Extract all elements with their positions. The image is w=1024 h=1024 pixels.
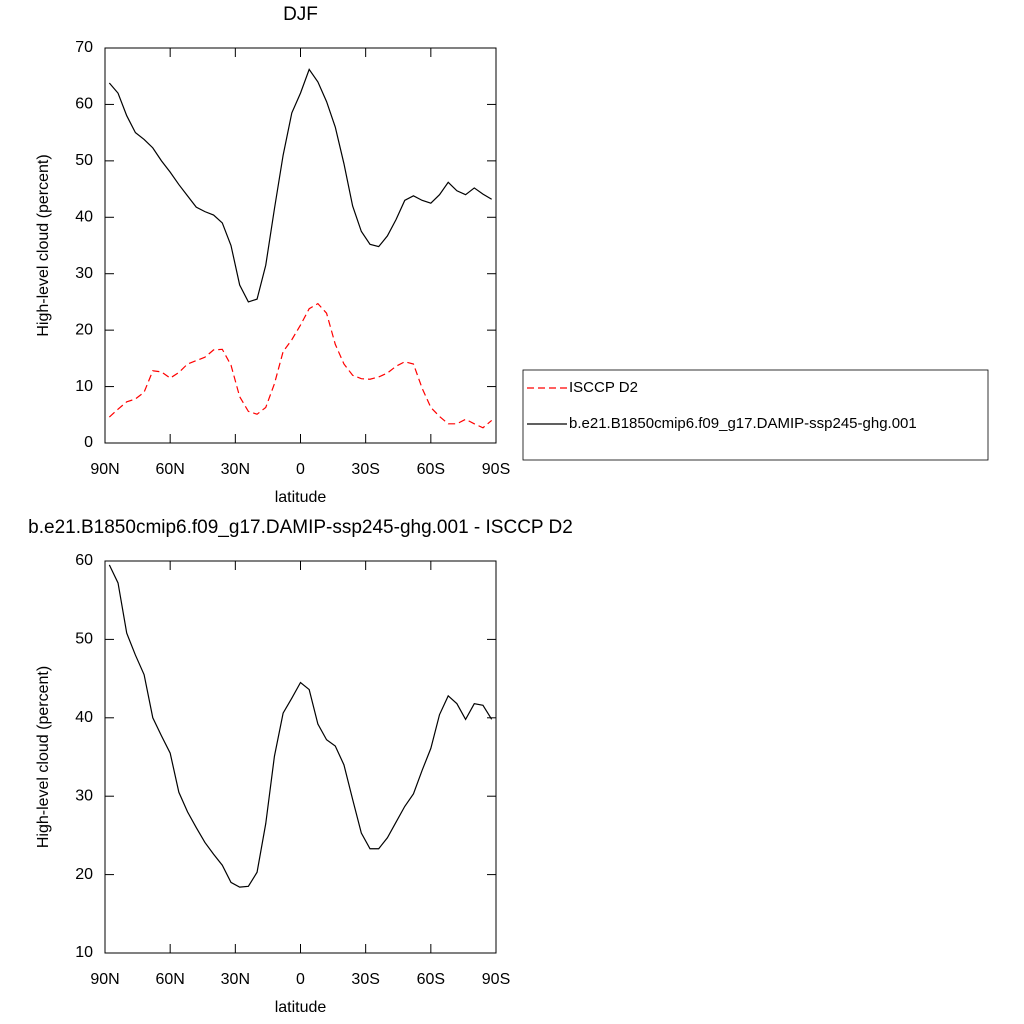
y-tick-label: 40 bbox=[75, 709, 93, 726]
data-line bbox=[108, 564, 493, 888]
y-tick-label: 60 bbox=[75, 552, 93, 569]
legend-box bbox=[522, 369, 989, 461]
x-tick-label: 60N bbox=[155, 971, 184, 988]
x-axis-label: latitude bbox=[275, 489, 327, 506]
plot-frame bbox=[104, 560, 497, 954]
x-tick-label: 30N bbox=[221, 461, 250, 478]
plot-frame bbox=[104, 47, 497, 444]
x-tick-label: 90N bbox=[90, 971, 119, 988]
legend-label: ISCCP D2 bbox=[569, 379, 638, 396]
y-tick-label: 30 bbox=[75, 787, 93, 804]
legend-label: b.e21.B1850cmip6.f09_g17.DAMIP-ssp245-gh… bbox=[569, 415, 917, 432]
y-tick-label: 50 bbox=[75, 152, 93, 169]
x-tick-label: 30S bbox=[351, 461, 379, 478]
y-tick-label: 0 bbox=[84, 434, 93, 451]
y-tick-label: 50 bbox=[75, 631, 93, 648]
y-tick-label: 20 bbox=[75, 321, 93, 338]
y-tick-label: 10 bbox=[75, 378, 93, 395]
y-tick-label: 10 bbox=[75, 944, 93, 961]
x-tick-label: 90N bbox=[90, 461, 119, 478]
x-tick-label: 0 bbox=[296, 971, 305, 988]
y-tick-label: 70 bbox=[75, 39, 93, 56]
x-tick-label: 60S bbox=[417, 461, 445, 478]
y-tick-label: 40 bbox=[75, 209, 93, 226]
x-tick-label: 60N bbox=[155, 461, 184, 478]
chart-title: DJF bbox=[283, 4, 318, 25]
y-tick-label: 30 bbox=[75, 265, 93, 282]
data-line bbox=[108, 68, 492, 303]
data-line bbox=[108, 302, 493, 429]
x-tick-label: 60S bbox=[417, 971, 445, 988]
x-tick-label: 0 bbox=[296, 461, 305, 478]
y-tick-label: 20 bbox=[75, 866, 93, 883]
chart-title: b.e21.B1850cmip6.f09_g17.DAMIP-ssp245-gh… bbox=[28, 517, 573, 538]
x-axis-label: latitude bbox=[275, 999, 327, 1016]
x-tick-label: 30N bbox=[221, 971, 250, 988]
x-tick-label: 90S bbox=[482, 461, 510, 478]
x-tick-label: 90S bbox=[482, 971, 510, 988]
x-tick-label: 30S bbox=[351, 971, 379, 988]
y-tick-label: 60 bbox=[75, 96, 93, 113]
y-axis-label: High-level cloud (percent) bbox=[35, 154, 52, 336]
y-axis-label: High-level cloud (percent) bbox=[35, 666, 52, 848]
